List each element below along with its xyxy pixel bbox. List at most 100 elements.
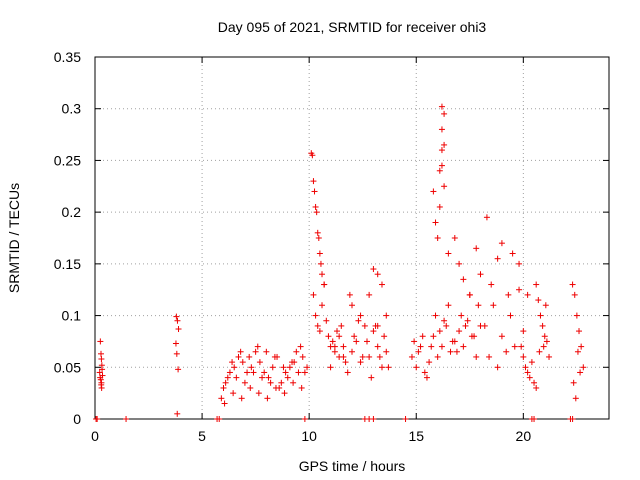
data-point [528, 359, 535, 366]
data-point [430, 188, 437, 195]
data-point [338, 322, 345, 329]
data-point [494, 364, 501, 371]
data-point [445, 302, 452, 309]
data-point [216, 416, 223, 422]
data-point [229, 359, 236, 366]
data-point [252, 348, 259, 355]
data-point [329, 338, 336, 345]
data-point [172, 340, 179, 347]
data-point [378, 281, 385, 288]
data-point [239, 359, 246, 366]
data-point [224, 374, 231, 381]
data-point [231, 364, 238, 371]
data-point [578, 343, 585, 350]
data-point [451, 235, 458, 241]
y-tick-label: 0.25 [54, 152, 81, 168]
data-point [533, 281, 540, 288]
data-point [295, 369, 302, 376]
data-point [282, 369, 289, 376]
y-tick-labels: 0 0.05 0.1 0.15 0.2 0.25 0.3 0.35 [54, 49, 81, 427]
y-tick-label: 0.15 [54, 256, 81, 272]
data-point [247, 384, 254, 391]
plot-frame [94, 56, 610, 420]
data-point [441, 183, 448, 190]
data-point [473, 245, 480, 252]
data-point [383, 348, 390, 355]
data-point [486, 353, 493, 360]
data-point [426, 359, 433, 366]
scatter-points [93, 103, 587, 422]
data-point [509, 250, 516, 257]
data-point [264, 395, 271, 402]
data-point [290, 379, 297, 386]
data-point [250, 369, 257, 376]
data-point [438, 126, 445, 133]
data-point [289, 359, 296, 366]
data-point [174, 317, 181, 324]
data-point [428, 343, 435, 350]
data-point [269, 364, 276, 371]
data-point [299, 353, 306, 360]
data-point [378, 364, 385, 371]
data-point [432, 219, 439, 226]
data-point [385, 364, 392, 371]
data-point [233, 374, 240, 381]
data-point [490, 302, 497, 309]
data-point [314, 229, 321, 236]
data-point [432, 312, 439, 319]
data-point [255, 390, 262, 397]
data-point [280, 364, 287, 371]
data-point [481, 322, 488, 329]
data-point [417, 343, 424, 350]
data-point [438, 103, 445, 110]
data-point [271, 353, 278, 360]
data-point [342, 359, 349, 366]
data-point [466, 291, 473, 298]
data-point [263, 348, 270, 355]
data-point [546, 353, 553, 360]
data-point [314, 322, 321, 329]
data-point [524, 291, 531, 298]
data-point [281, 390, 288, 397]
data-point [261, 369, 268, 376]
data-point [344, 369, 351, 376]
x-tick-label: 15 [408, 428, 424, 444]
data-point [316, 250, 323, 257]
data-point [441, 110, 448, 117]
data-point [473, 353, 480, 360]
data-point [436, 203, 443, 210]
data-point [569, 416, 576, 422]
data-point [357, 359, 364, 366]
data-point [505, 291, 512, 298]
data-point [331, 348, 338, 355]
axis-ticks [94, 56, 609, 420]
data-point [526, 374, 533, 381]
data-point [220, 384, 227, 391]
data-point [483, 214, 490, 221]
data-point [488, 281, 495, 288]
data-point [319, 302, 326, 309]
data-point [248, 364, 255, 371]
data-point [340, 353, 347, 360]
data-point [321, 281, 328, 288]
y-tick-label: 0 [73, 411, 81, 427]
data-point [319, 271, 326, 278]
data-point [357, 312, 364, 319]
data-point [173, 350, 180, 357]
data-point [443, 322, 450, 329]
data-point [310, 291, 317, 298]
data-point [218, 395, 225, 402]
data-point [368, 374, 375, 381]
data-point [383, 312, 390, 319]
x-tick-label: 0 [91, 428, 99, 444]
data-point [298, 384, 305, 391]
data-point [577, 369, 584, 376]
data-point [325, 333, 332, 340]
data-point [434, 235, 441, 241]
data-point [336, 333, 343, 340]
data-point [244, 369, 251, 376]
data-point [312, 203, 319, 210]
data-point [438, 162, 445, 169]
y-tick-label: 0.2 [62, 204, 82, 220]
data-point [254, 343, 261, 350]
